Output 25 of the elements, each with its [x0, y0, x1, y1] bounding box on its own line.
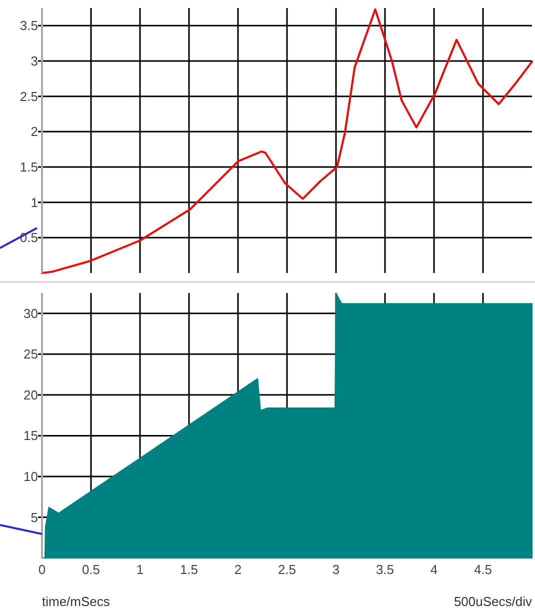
y-tick-label: 3 — [30, 54, 38, 69]
y-tick-label: 3.5 — [20, 18, 38, 34]
x-tick-label: 4.5 — [474, 562, 492, 577]
x-tick-label: 1 — [136, 562, 144, 577]
y-tick-label: 2.5 — [20, 88, 38, 104]
y-tick-label: 20 — [24, 387, 38, 402]
x-tick-label: 1.5 — [180, 562, 198, 577]
y-tick-label: 5 — [30, 510, 38, 525]
y-tick-label: 1 — [30, 194, 38, 210]
y-tick-label: 10 — [24, 469, 38, 484]
y-tick-label: 30 — [24, 306, 38, 321]
y-tick-label: 25 — [24, 346, 38, 362]
x-tick-label: 2 — [234, 562, 242, 577]
line-series — [41, 8, 533, 274]
y-tick-label: 15 — [24, 428, 38, 444]
y-tick-label: 1.5 — [20, 160, 38, 175]
y-tick-label: 2 — [30, 124, 38, 140]
x-tick-label: 4 — [430, 562, 438, 577]
x-tick-label: 2.5 — [278, 562, 296, 577]
text: time/mSecs — [42, 594, 110, 609]
x-tick-label: 0.5 — [82, 562, 100, 577]
x-tick-label: 0 — [38, 562, 46, 577]
text: 500uSecs/div — [454, 594, 532, 609]
x-tick-label: 3 — [332, 562, 340, 577]
x-tick-label: 3.5 — [376, 562, 394, 577]
